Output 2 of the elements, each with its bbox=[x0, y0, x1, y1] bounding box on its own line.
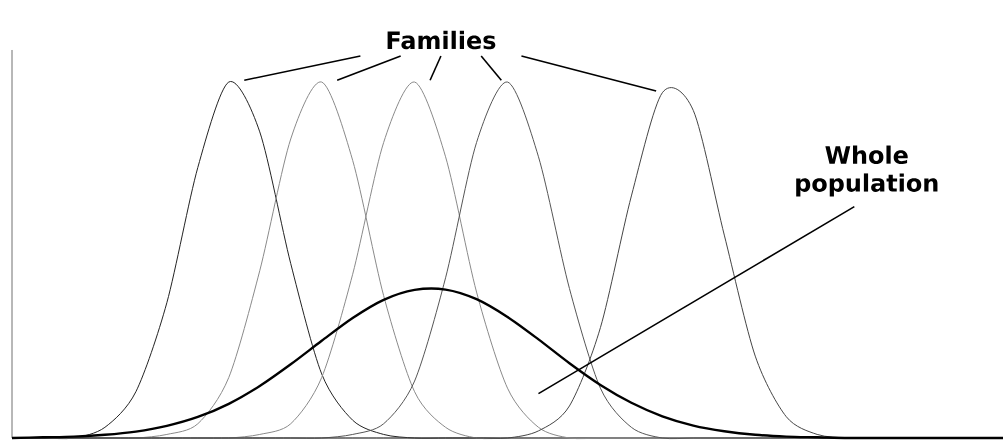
text: Families bbox=[387, 30, 496, 50]
annotation: Whole population bbox=[796, 145, 938, 197]
